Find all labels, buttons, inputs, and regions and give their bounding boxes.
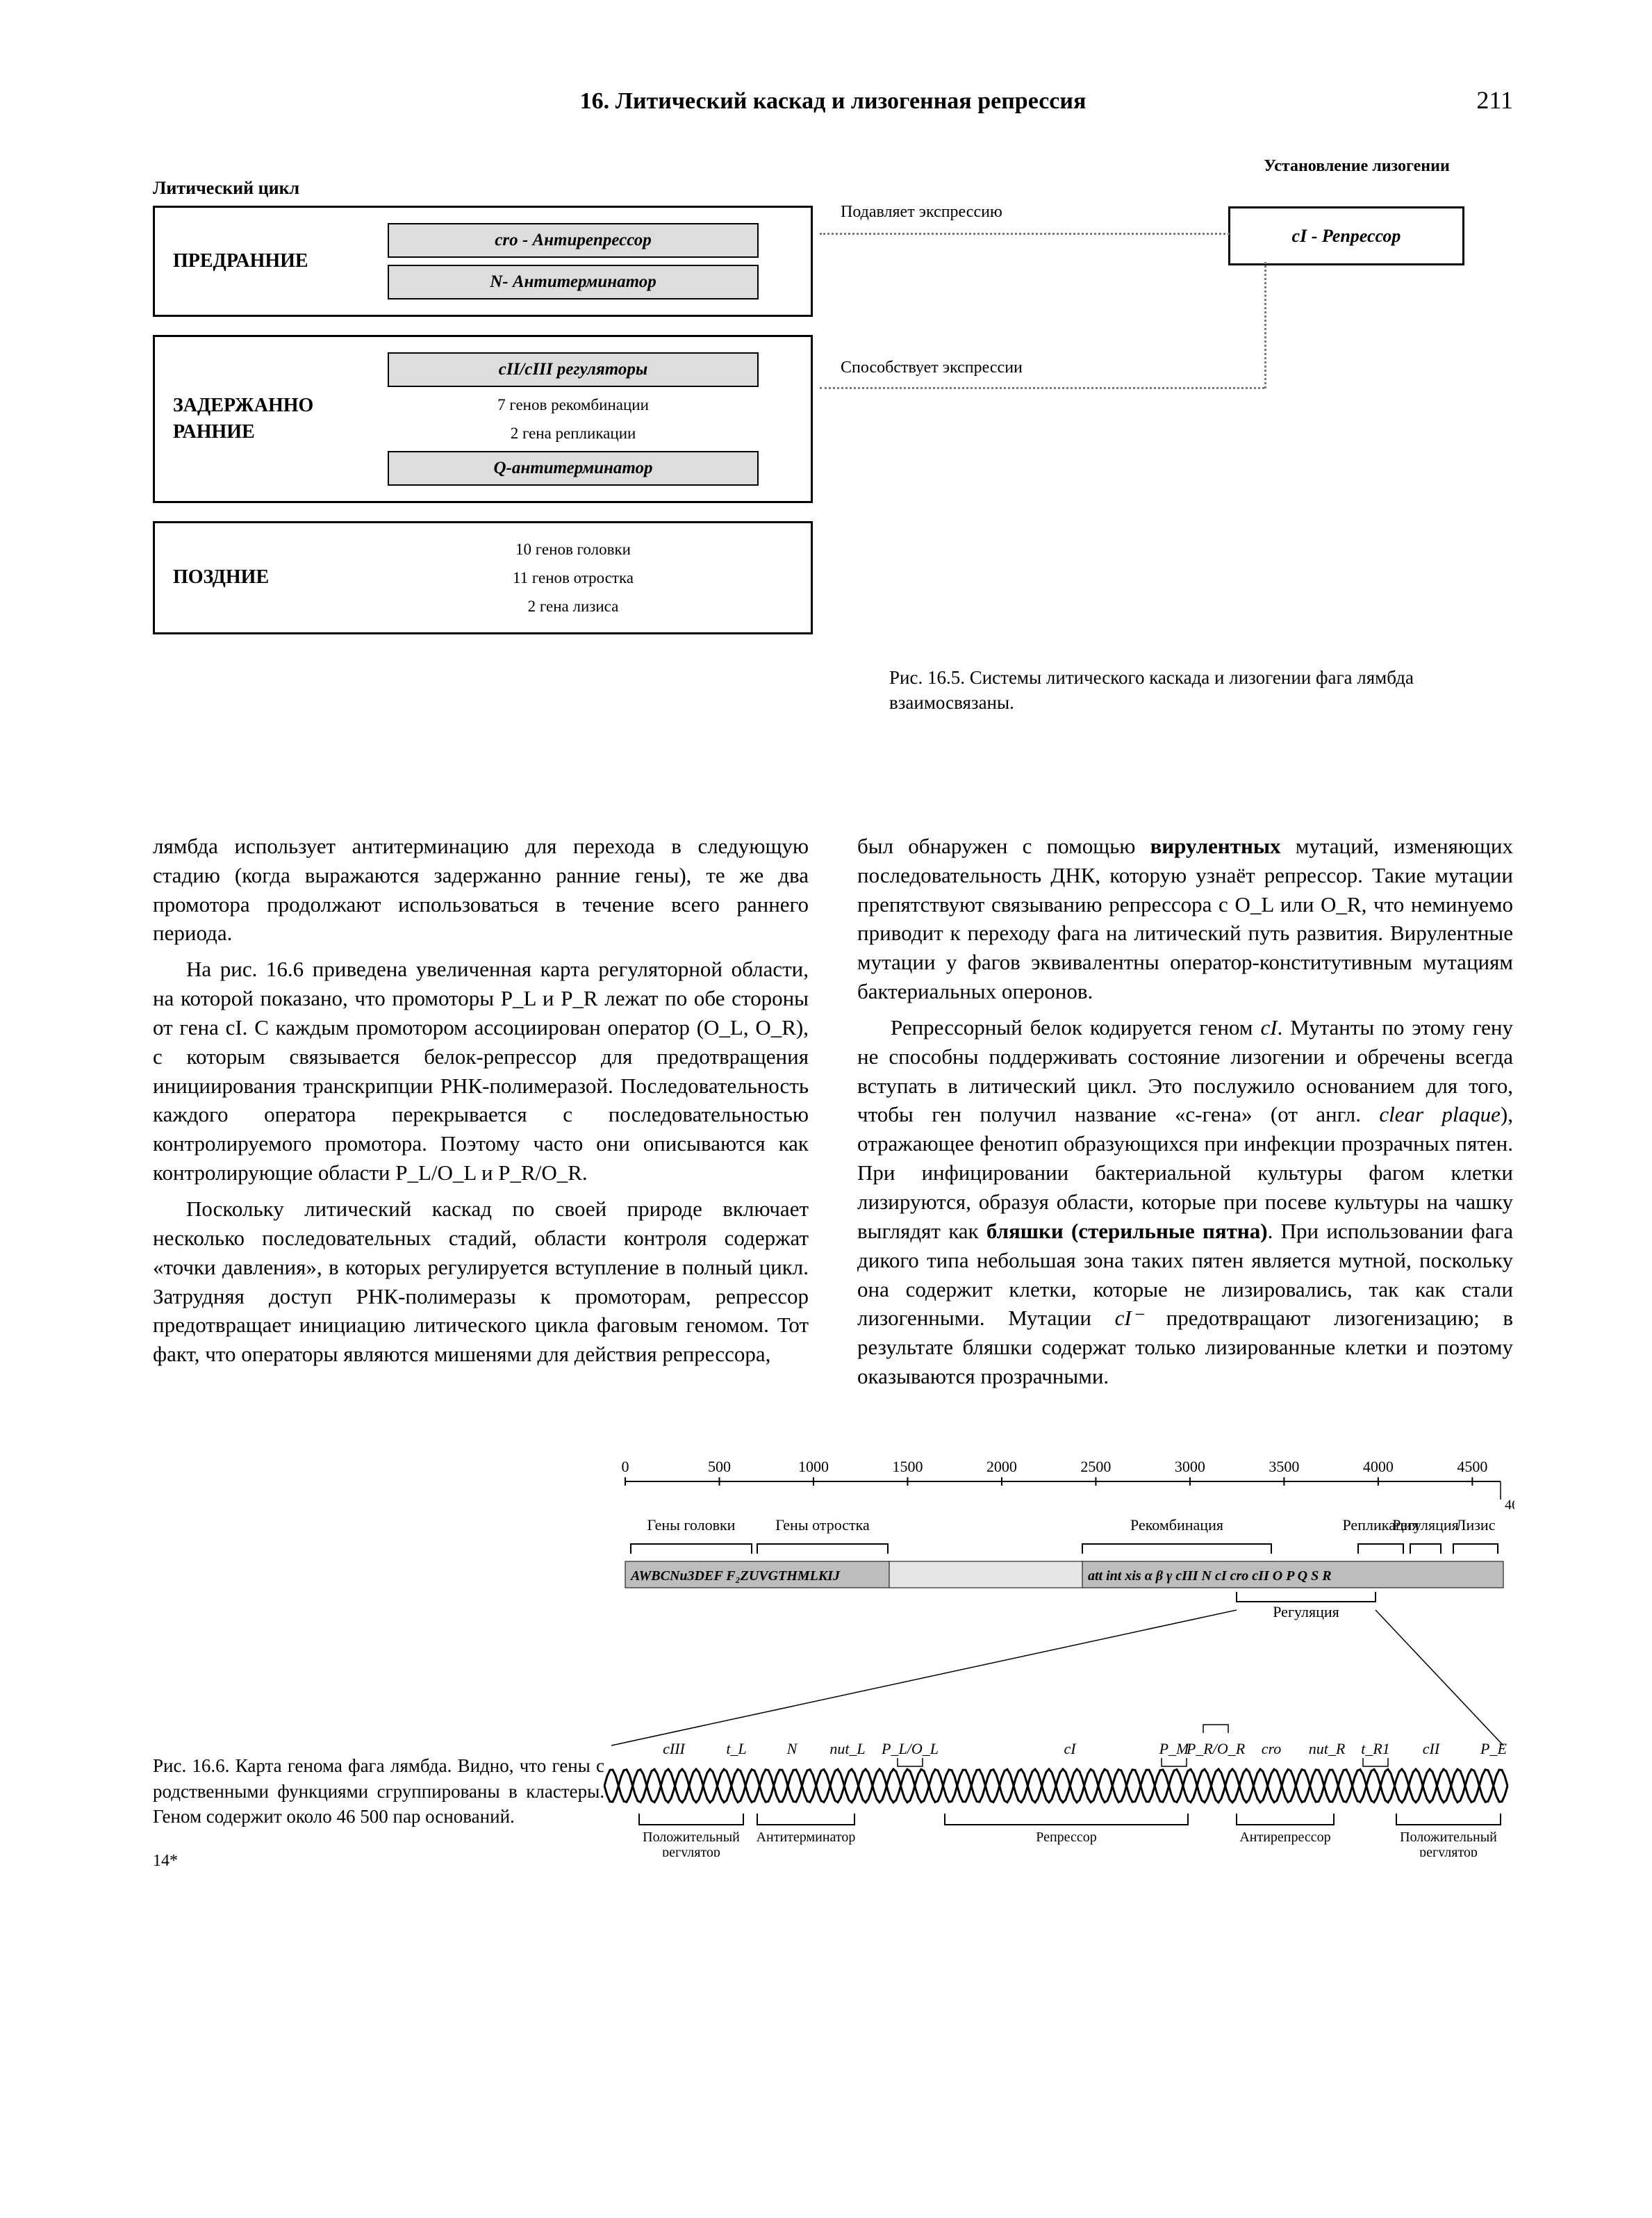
svg-text:4500: 4500 (1457, 1458, 1487, 1475)
svg-text:Положительный: Положительный (643, 1830, 740, 1845)
svg-text:cI: cI (1064, 1740, 1077, 1757)
stage-label: ЗАДЕРЖАННО РАННИЕ (173, 393, 354, 445)
arrow-promote (820, 387, 1264, 389)
gene-pill: cro - Антирепрессор (388, 223, 759, 258)
caption-text: Системы литического каскада и лизогении … (889, 667, 1414, 713)
svg-text:Регуляция: Регуляция (1273, 1603, 1339, 1620)
caption-lead: Рис. 16.5. (889, 667, 965, 688)
svg-text:3500: 3500 (1269, 1458, 1299, 1475)
svg-text:Антирепрессор: Антирепрессор (1239, 1830, 1330, 1845)
svg-text:t_L: t_L (726, 1740, 746, 1757)
svg-text:cII: cII (1423, 1740, 1441, 1757)
svg-text:P_E: P_E (1480, 1740, 1507, 1757)
stage-subline: 10 генов головки (354, 539, 793, 560)
lytic-cascade-column: Литический цикл ПРЕДРАННИЕ cro - Антиреп… (153, 176, 813, 652)
svg-text:регулятор: регулятор (662, 1845, 720, 1857)
annotation-suppress: Подавляет экспрессию (841, 201, 1002, 223)
body-columns: лямбда использует антитерминацию для пер… (153, 832, 1513, 1398)
svg-text:Лизис: Лизис (1456, 1516, 1496, 1534)
gene-pill: cII/cIII регуляторы (388, 352, 759, 387)
svg-text:регулятор: регулятор (1419, 1845, 1478, 1857)
svg-text:Положительный: Положительный (1400, 1830, 1497, 1845)
svg-text:Репрессор: Репрессор (1036, 1830, 1097, 1845)
svg-text:Регуляция: Регуляция (1392, 1516, 1459, 1534)
figure-16-5: Литический цикл ПРЕДРАННИЕ cro - Антиреп… (153, 151, 1513, 790)
stage-content: cII/cIII регуляторы 7 генов рекомбинации… (354, 352, 793, 486)
svg-text:1500: 1500 (892, 1458, 923, 1475)
paragraph: лямбда использует антитерминацию для пер… (153, 832, 809, 948)
svg-text:P_R/O_R: P_R/O_R (1186, 1740, 1246, 1757)
column-right: был обнаружен с помощью вирулентных мута… (857, 832, 1513, 1398)
svg-text:cro: cro (1262, 1740, 1282, 1757)
stage-content: cro - Антирепрессор N- Антитерминатор (354, 223, 793, 299)
svg-text:Гены отростка: Гены отростка (775, 1516, 870, 1534)
gene-pill: N- Антитерминатор (388, 265, 759, 299)
lysogeny-heading: Установление лизогении (1249, 155, 1464, 177)
stage-content: 10 генов головки 11 генов отростка 2 ген… (354, 539, 793, 617)
svg-text:N: N (786, 1740, 798, 1757)
figure-16-6-caption: Рис. 16.6. Карта генома фага лямбда. Вид… (153, 1753, 604, 1829)
annotation-promote: Способствует экспрессии (841, 356, 1023, 379)
svg-text:nut_R: nut_R (1309, 1740, 1346, 1757)
page-number: 211 (1430, 83, 1513, 117)
figure-16-6: 0 500 1000 1500 2000 2500 3000 3500 4000 4500 4650… (153, 1454, 1513, 1830)
svg-text:Рекомбинация: Рекомбинация (1130, 1516, 1223, 1534)
stage-subline: 7 генов рекомбинации (354, 394, 793, 416)
stage-label: ПОЗДНИЕ (173, 564, 354, 591)
repressor-box: cI - Репрессор (1228, 206, 1464, 265)
svg-text:Гены головки: Гены головки (647, 1516, 736, 1534)
svg-text:0: 0 (622, 1458, 629, 1475)
stage-label: ПРЕДРАННИЕ (173, 248, 354, 274)
chapter-title: 16. Литический каскад и лизогенная репре… (236, 85, 1430, 117)
stage-box-early: ПРЕДРАННИЕ cro - Антирепрессор N- Антите… (153, 206, 813, 317)
stage-box-delayed-early: ЗАДЕРЖАННО РАННИЕ cII/cIII регуляторы 7 … (153, 335, 813, 503)
svg-text:P_M: P_M (1159, 1740, 1190, 1757)
paragraph: Поскольку литический каскад по своей при… (153, 1194, 809, 1369)
stage-subline: 11 генов отростка (354, 567, 793, 589)
svg-text:1000: 1000 (798, 1458, 829, 1475)
svg-text:t_R1: t_R1 (1361, 1740, 1390, 1757)
running-head: 16. Литический каскад и лизогенная репре… (153, 83, 1513, 117)
stage-box-late: ПОЗДНИЕ 10 генов головки 11 генов отрост… (153, 521, 813, 634)
stage-subline: 2 гена лизиса (354, 595, 793, 617)
svg-text:Антитерминатор: Антитерминатор (757, 1830, 856, 1845)
svg-text:P_L/O_L: P_L/O_L (881, 1740, 939, 1757)
svg-text:2000: 2000 (986, 1458, 1017, 1475)
repressor-label: cI - Репрессор (1292, 226, 1401, 246)
figure-16-5-caption: Рис. 16.5. Системы литического каскада и… (889, 665, 1485, 716)
stage-subline: 2 гена репликации (354, 422, 793, 444)
paragraph: Репрессорный белок кодируется геном cI. … (857, 1013, 1513, 1391)
caption-lead: Рис. 16.6. (153, 1755, 229, 1776)
arrow-promote-v (1264, 262, 1266, 388)
page: 16. Литический каскад и лизогенная репре… (0, 0, 1652, 1970)
gene-pill: Q-антитерминатор (388, 451, 759, 486)
svg-text:3000: 3000 (1175, 1458, 1205, 1475)
svg-text:cIII: cIII (663, 1740, 686, 1757)
lytic-cycle-heading: Литический цикл (153, 176, 813, 200)
paragraph: был обнаружен с помощью вирулентных мута… (857, 832, 1513, 1006)
column-left: лямбда использует антитерминацию для пер… (153, 832, 809, 1398)
svg-text:nut_L: nut_L (829, 1740, 865, 1757)
svg-text:att int xis α β γ cIII: att int xis α β γ cIII N cI cro cII O P … (1088, 1568, 1332, 1584)
svg-text:2500: 2500 (1080, 1458, 1111, 1475)
arrow-suppress (820, 233, 1230, 235)
svg-text:4650: 4650 (1505, 1497, 1514, 1513)
svg-text:4000: 4000 (1363, 1458, 1394, 1475)
paragraph: На рис. 16.6 приведена увеличенная карта… (153, 955, 809, 1188)
svg-text:AWBCNu3DEF F₂ZUVGTHMLKIJ: AWBCNu3DEF F₂ZUVGTHMLKIJ (629, 1568, 841, 1584)
svg-text:500: 500 (708, 1458, 731, 1475)
